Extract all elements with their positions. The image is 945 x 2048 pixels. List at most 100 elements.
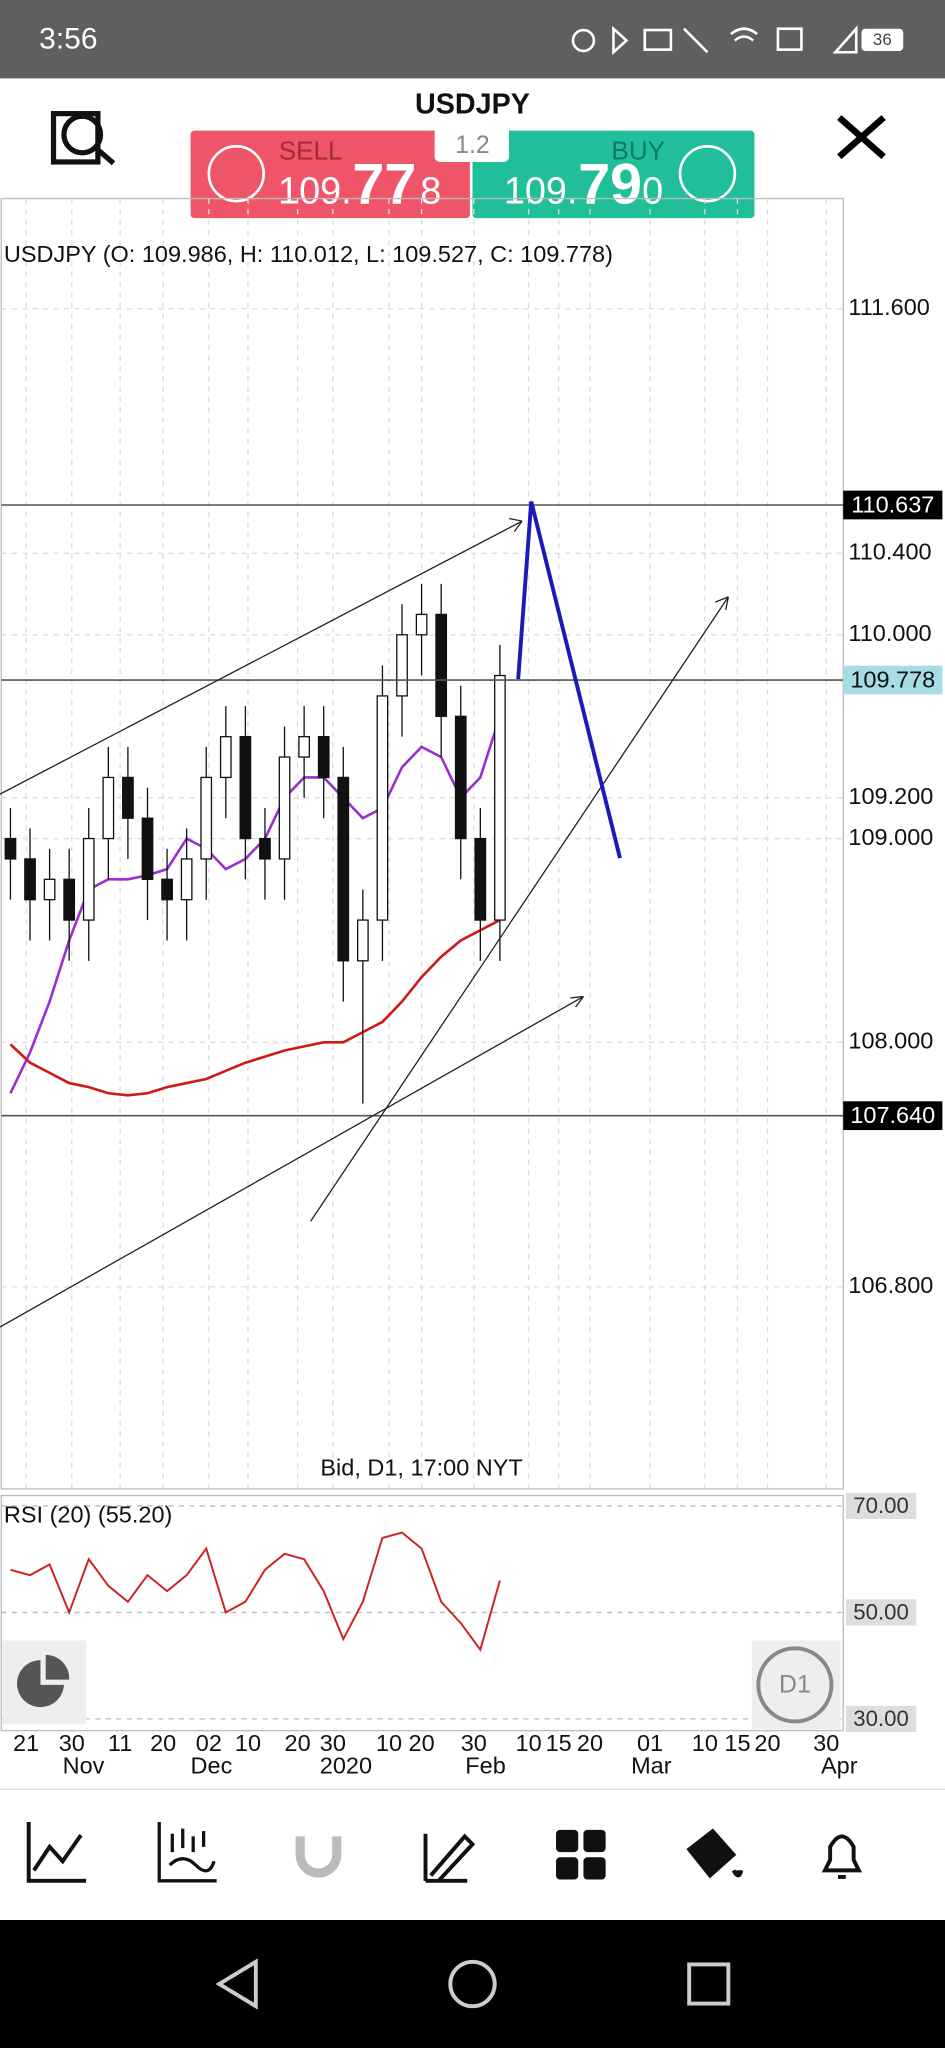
pie-icon-slice (45, 1654, 70, 1680)
color-tool[interactable] (686, 1828, 744, 1879)
y-tick-label: 106.800 (848, 1272, 933, 1298)
y-tick-label: 110.400 (848, 538, 931, 564)
spread-tab (434, 126, 510, 162)
nav-back[interactable] (215, 1958, 258, 2010)
sell-label: SELL (279, 136, 343, 166)
y-tick-label-bg (845, 1599, 917, 1626)
y-tick-label: 108.000 (848, 1028, 933, 1054)
battery (861, 28, 904, 51)
x-tick-label: 10 (376, 1730, 402, 1756)
timeframe-button[interactable] (756, 1646, 834, 1724)
candle-body (278, 756, 291, 860)
sell-price-pip: 8 (420, 170, 441, 212)
buy-price-big: 79 (578, 152, 642, 216)
level-label-bg (843, 1101, 943, 1131)
ohlc-title: USDJPY (O: 109.986, H: 110.012, L: 109.5… (4, 241, 613, 267)
x-tick-label: 30 (813, 1730, 839, 1756)
candle-body (161, 878, 173, 901)
candle-body (435, 613, 448, 717)
status-icons (571, 25, 858, 56)
x-tick-label: 11 (108, 1730, 132, 1756)
x-tick-label: 15 (546, 1730, 572, 1756)
candle-body (43, 878, 56, 901)
level-label: 110.637 (851, 491, 934, 517)
symbol-title: USDJPY (415, 88, 530, 120)
level-label-bg (843, 490, 943, 520)
x-tick-label: 15 (724, 1730, 750, 1756)
pie-button-bg[interactable] (2, 1640, 87, 1725)
level-label: 109.778 (850, 667, 935, 693)
battery-level: 36 (873, 30, 892, 49)
candle-body (337, 776, 350, 962)
pie-icon (17, 1660, 64, 1708)
buy-label: BUY (611, 136, 665, 166)
y-tick-label: 30.00 (853, 1706, 909, 1731)
status-time: 3:56 (39, 22, 97, 55)
candle-body (356, 919, 369, 962)
candle-body (298, 736, 310, 758)
timeframe-label: D1 (779, 1672, 811, 1699)
x-tick-label: 10 (692, 1730, 718, 1756)
layout-tool[interactable] (556, 1829, 606, 1880)
nav-recents[interactable] (687, 1962, 731, 2006)
candle-body (200, 776, 213, 860)
x-tick-label: 20 (409, 1730, 435, 1756)
search-chart-icon[interactable] (50, 111, 116, 166)
y-tick-label-bg (845, 1705, 917, 1732)
candle-body (82, 837, 95, 921)
candle-body (454, 715, 467, 840)
rsi-line (10, 1531, 501, 1652)
draw-tool[interactable] (423, 1833, 476, 1883)
moving-average (9, 918, 501, 1097)
magnet-tool[interactable] (295, 1836, 342, 1878)
projection-drawing (516, 501, 622, 859)
indicator-tool[interactable] (157, 1822, 217, 1883)
x-tick-label: 30 (59, 1730, 85, 1756)
buy-price-pip: 0 (642, 170, 663, 212)
chart-type-tool[interactable] (26, 1822, 87, 1883)
x-tick-label: 20 (150, 1730, 176, 1756)
sell-circle (207, 144, 265, 203)
candle-body (376, 695, 389, 921)
spread: 1.2 (455, 132, 489, 159)
rsi-title: RSI (20) (55.20) (4, 1502, 172, 1528)
close-button[interactable] (837, 115, 886, 160)
x-tick-label: 20 (577, 1730, 603, 1756)
candle-body (239, 736, 252, 840)
x-tick-label: 01 (637, 1730, 663, 1756)
x-tick-label: 02 (196, 1730, 222, 1756)
candle-body (317, 736, 330, 779)
y-tick-label: 109.000 (848, 824, 933, 850)
y-tick-label: 109.200 (848, 783, 933, 809)
nav-home[interactable] (448, 1959, 497, 2009)
month-label: 2020 (320, 1752, 372, 1778)
y-tick-label: 110.000 (848, 620, 931, 646)
candle-body (494, 674, 506, 921)
chart-note: Bid, D1, 17:00 NYT (320, 1455, 522, 1481)
x-tick-label: 30 (320, 1730, 346, 1756)
sell-button[interactable] (190, 130, 470, 219)
candle-body (180, 858, 193, 901)
level-label: 107.640 (850, 1102, 935, 1128)
x-tick-label: 21 (13, 1730, 39, 1756)
x-tick-label: 20 (285, 1730, 311, 1756)
nav-bar (0, 1920, 945, 2048)
x-tick-label: 10 (516, 1730, 542, 1756)
alert-tool[interactable] (821, 1834, 863, 1879)
y-tick-label: 70.00 (853, 1493, 909, 1518)
trend-drawings (0, 517, 729, 1328)
x-tick-label: 30 (461, 1730, 487, 1756)
x-tick-label: 10 (235, 1730, 261, 1756)
candle-body (4, 837, 17, 860)
candle-body (474, 837, 487, 921)
level-label-bg (843, 665, 943, 695)
buy-button[interactable] (472, 130, 755, 219)
status-bar (0, 0, 945, 79)
toolbar (26, 1822, 863, 1883)
month-label: Dec (191, 1752, 233, 1778)
candle-body (415, 613, 428, 636)
month-label: Apr (821, 1752, 858, 1778)
y-tick-label-bg (845, 1492, 917, 1520)
candle-body (219, 736, 232, 779)
